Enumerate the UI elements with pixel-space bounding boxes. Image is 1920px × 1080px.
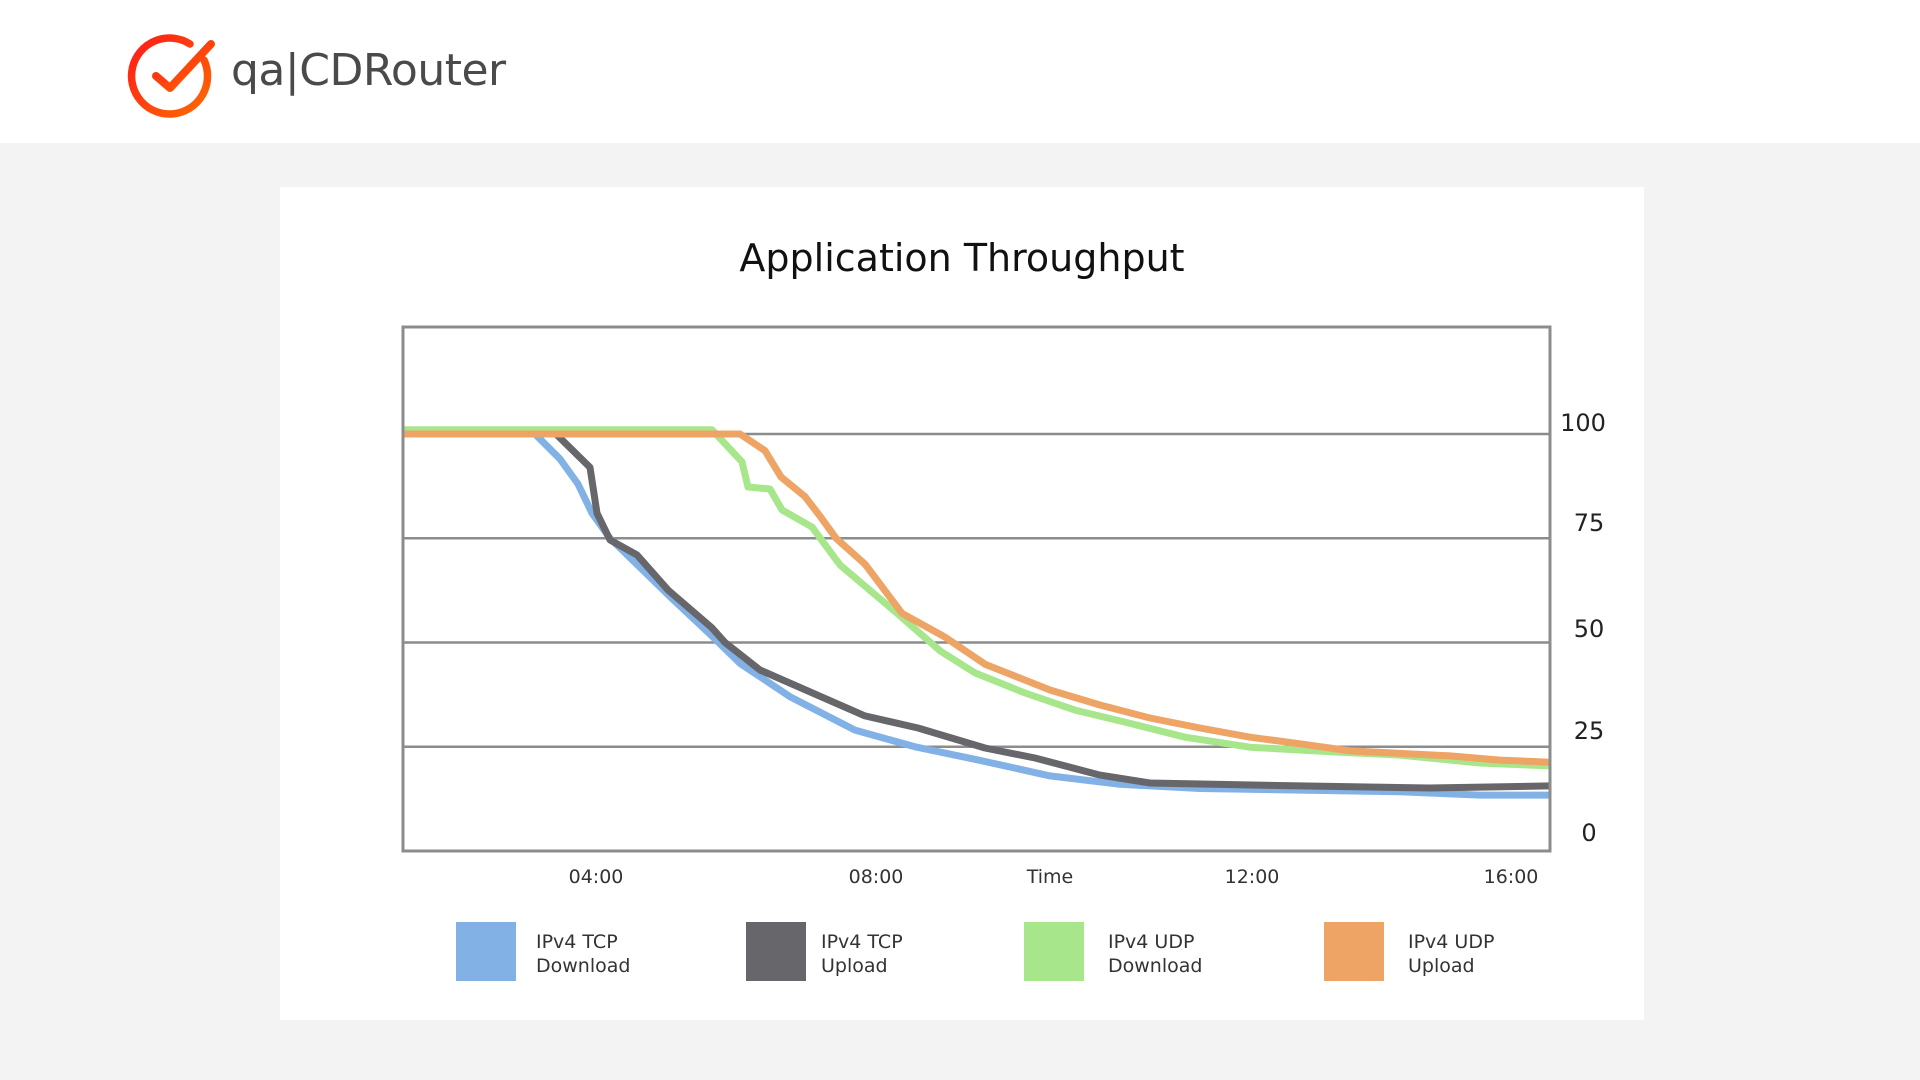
series-line-0 [403, 430, 1550, 799]
series-line-1 [403, 430, 1551, 792]
legend-label-line2: Upload [1408, 955, 1475, 977]
line-chart-plot [401, 325, 1552, 853]
series-line-2 [403, 426, 1551, 770]
chart-title: Application Throughput [739, 236, 1185, 280]
x-tick-1200: 12:00 [1224, 866, 1280, 888]
legend-label-line1: IPv4 TCP [536, 931, 618, 953]
legend-label-line1: IPv4 UDP [1108, 931, 1195, 953]
check-circle-icon [127, 34, 215, 118]
y-tick-0: 0 [1581, 819, 1597, 847]
legend-swatch [456, 922, 516, 981]
legend-label-line2: Download [1108, 955, 1203, 977]
legend-label-line2: Download [536, 955, 631, 977]
y-tick-75: 75 [1573, 509, 1605, 537]
y-tick-25: 25 [1573, 717, 1605, 745]
legend-swatch [1324, 922, 1384, 981]
legend-label-line1: IPv4 UDP [1408, 931, 1495, 953]
x-tick-0400: 04:00 [568, 866, 624, 888]
legend-label-line1: IPv4 TCP [821, 931, 903, 953]
header: qa|CDRouter [0, 0, 1920, 143]
legend-swatch [1024, 922, 1084, 981]
y-tick-100: 100 [1560, 409, 1606, 437]
x-axis-title: Time [1026, 866, 1074, 888]
plot-border [401, 325, 1552, 853]
brand-name: qa|CDRouter [231, 45, 506, 96]
chart-card: Application Throughput 100 75 50 25 0 04… [280, 187, 1644, 1020]
brand-logo[interactable]: qa|CDRouter [127, 34, 506, 118]
legend-swatch [746, 922, 806, 981]
x-tick-0800: 08:00 [848, 866, 904, 888]
series-line-3 [403, 430, 1551, 766]
legend-label-line2: Upload [821, 955, 888, 977]
x-tick-1600: 16:00 [1483, 866, 1539, 888]
y-tick-50: 50 [1573, 615, 1605, 643]
